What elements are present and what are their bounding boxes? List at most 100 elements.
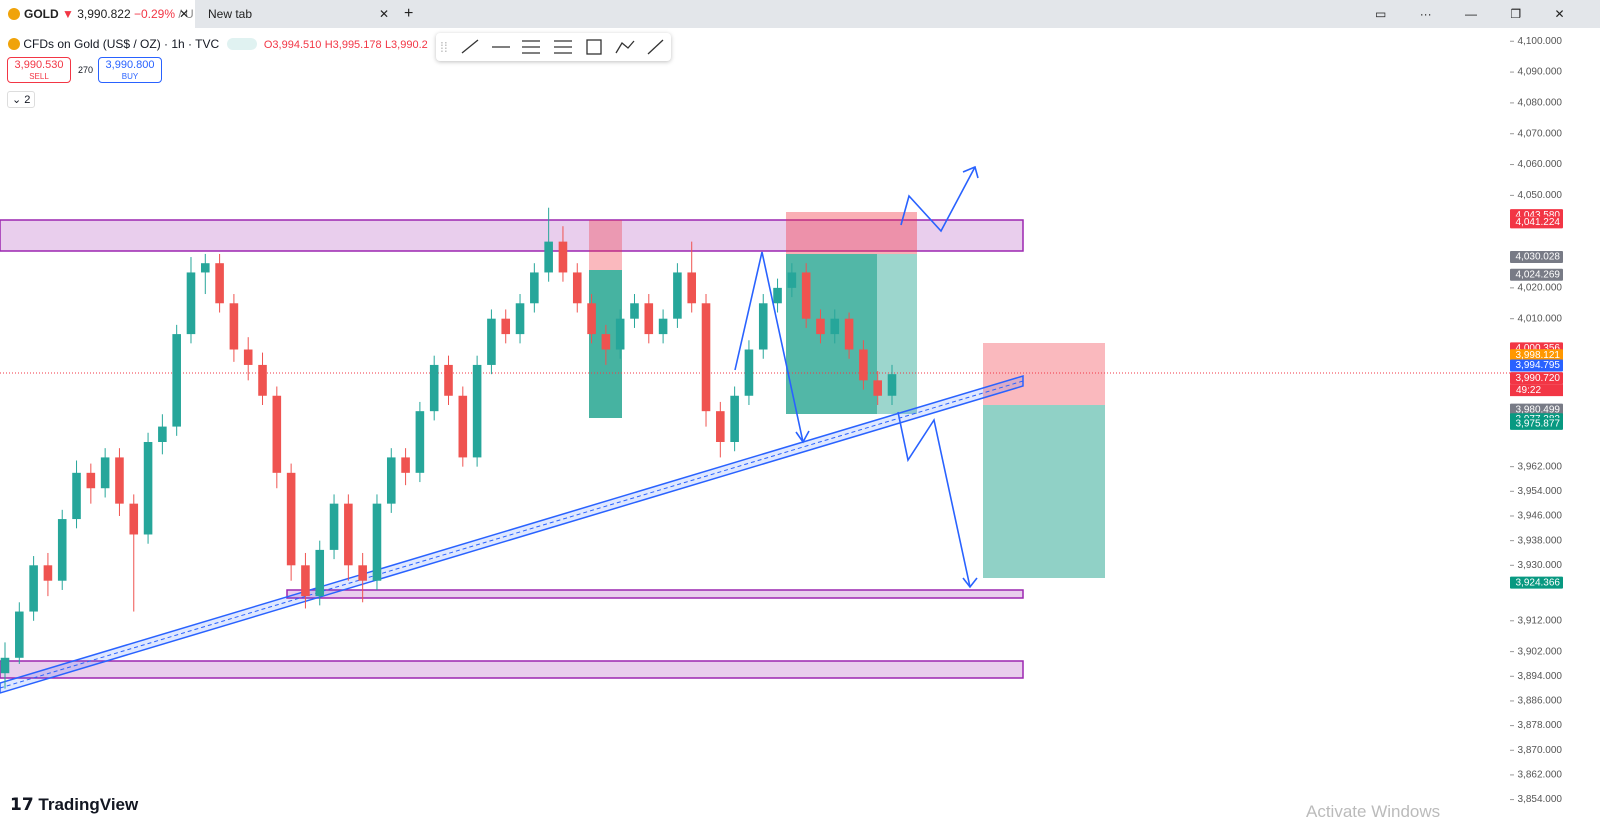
countdown-box	[1510, 384, 1563, 397]
candle-body	[830, 318, 840, 335]
y-tick-label: 3,862.000	[1518, 770, 1563, 781]
y-tick-label: 4,060.000	[1518, 159, 1563, 170]
ohlc-open: O3,994.510	[263, 39, 322, 51]
candle-body	[158, 426, 167, 442]
window-controls: ▭ ··· — ❐ ✕	[1375, 0, 1565, 28]
candle-body	[587, 303, 596, 335]
support-zone	[286, 589, 1024, 599]
target-zone	[983, 405, 1105, 578]
target-zone	[877, 254, 917, 414]
candle-body	[816, 318, 825, 335]
price-label-box	[1510, 417, 1563, 430]
candle-body	[572, 272, 582, 304]
toolbar-icons	[461, 39, 664, 55]
candle-body	[72, 472, 81, 520]
forecast-arrow	[897, 411, 971, 588]
candle-body	[558, 241, 568, 273]
rect-tool[interactable]	[586, 39, 602, 55]
candle-body	[758, 303, 768, 350]
candle-body	[615, 318, 625, 350]
candle-body	[286, 472, 296, 566]
drag-handle[interactable]: ⁞⁞	[440, 39, 448, 55]
candle-body	[787, 272, 797, 288]
price-label: 4,043.580	[1516, 210, 1561, 221]
new-tab[interactable]: New tab ✕	[200, 0, 395, 28]
candle-body	[186, 272, 196, 335]
y-tick-label: 3,954.000	[1518, 486, 1563, 497]
y-tick-label: 4,080.000	[1518, 98, 1563, 109]
price-label: 4,030.028	[1516, 252, 1561, 263]
close-tab[interactable]: ✕	[178, 7, 189, 21]
y-tick-label: 4,090.000	[1518, 67, 1563, 78]
y-tick-label: 3,962.000	[1518, 461, 1563, 472]
add-tab[interactable]: +	[404, 5, 414, 22]
forecast-arrow	[734, 251, 804, 443]
active-tab[interactable]: GOLD ▼ 3,990.822 −0.29% / U ✕	[0, 0, 195, 28]
candle-body	[301, 565, 310, 597]
candle-body	[100, 457, 110, 489]
price-label-box	[1510, 359, 1563, 372]
sell-button[interactable]: 3,990.530 SELL	[7, 57, 71, 83]
y-tick-label: 3,930.000	[1518, 560, 1563, 571]
price-label: 4,024.269	[1516, 269, 1561, 280]
fib-tool[interactable]	[554, 40, 572, 54]
y-tick-label: 4,020.000	[1518, 283, 1563, 294]
candle-body	[873, 380, 882, 396]
candle-body	[444, 364, 453, 396]
candle-body	[372, 503, 382, 581]
candle-body	[701, 303, 711, 412]
close-window[interactable]: ✕	[1554, 7, 1565, 21]
brand-logo[interactable]: 𝟭𝟳 TradingView	[10, 795, 139, 814]
candle-body	[86, 472, 96, 489]
price-label-box	[1510, 403, 1563, 416]
price-label: 3,994.795	[1516, 360, 1561, 371]
drawing-toolbar: ⁞⁞	[436, 33, 671, 61]
tab-arrow: ▼	[62, 7, 74, 21]
candle-body	[15, 611, 24, 658]
candle-body	[515, 303, 525, 335]
sell-price: 3,990.530	[14, 59, 64, 71]
candle-body	[887, 374, 897, 396]
minimize[interactable]: —	[1465, 7, 1478, 21]
channel-tool[interactable]	[522, 40, 540, 54]
candle-body	[601, 334, 611, 350]
y-tick-label: 3,946.000	[1518, 511, 1563, 522]
stop-zone	[983, 343, 1105, 405]
candle-body	[329, 503, 339, 550]
menu[interactable]: ···	[1419, 7, 1432, 21]
candle-body	[386, 457, 396, 504]
trendline-tool[interactable]	[461, 39, 479, 54]
ohlc-high: H3,995.178	[324, 39, 382, 51]
candle-body	[57, 519, 67, 581]
candle-body	[501, 318, 511, 335]
candle-body	[544, 241, 553, 273]
candle-body	[115, 457, 124, 504]
buy-button[interactable]: 3,990.800 BUY	[98, 57, 162, 83]
indicator-toggle[interactable]: ⌄ 2	[7, 91, 36, 108]
price-label-box	[1510, 250, 1563, 263]
reading-mode[interactable]: ▭	[1375, 7, 1387, 21]
tab-suffix: / U	[178, 7, 194, 21]
candle-body	[129, 503, 139, 535]
trend-midline	[0, 380, 1024, 689]
y-tick-label: 3,886.000	[1518, 696, 1563, 707]
candle-body	[415, 411, 425, 473]
path-tool[interactable]	[615, 40, 635, 54]
close-tab[interactable]: ✕	[378, 7, 389, 21]
y-tick-label: 3,938.000	[1518, 535, 1563, 546]
chart: 4,100.000 4,090.000 4,080.000 4,070.000 4,06…	[0, 36, 1563, 805]
price-label: 3,924.366	[1516, 577, 1561, 588]
candle-body	[215, 263, 224, 304]
price-label-box	[1510, 576, 1563, 589]
candle-body	[258, 364, 267, 396]
price-label: 3,998.121	[1516, 350, 1561, 361]
y-tick-label: 3,854.000	[1518, 794, 1563, 805]
maximize[interactable]: ❐	[1510, 7, 1522, 21]
browser-tab-bar: GOLD ▼ 3,990.822 −0.29% / U ✕ New tab ✕ …	[0, 0, 1600, 28]
candle-body	[29, 565, 38, 612]
candle-body	[143, 441, 153, 535]
ray-tool[interactable]	[647, 39, 664, 55]
price-label: 3,975.877	[1516, 419, 1561, 430]
y-tick-label: 4,100.000	[1518, 36, 1563, 47]
